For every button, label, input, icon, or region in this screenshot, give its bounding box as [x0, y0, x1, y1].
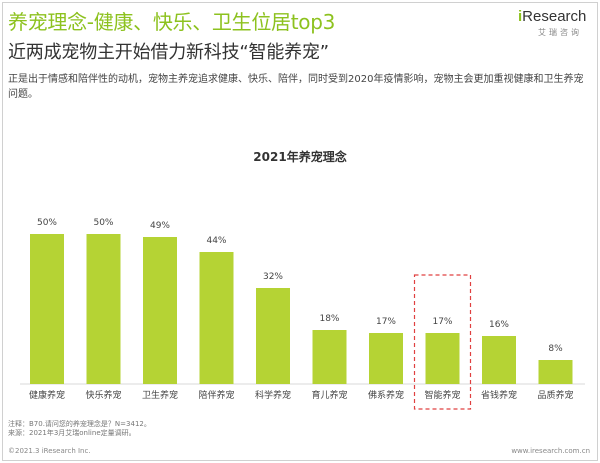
category-label: 快乐养宠	[85, 389, 121, 401]
category-label: 科学养宠	[255, 389, 291, 401]
logo-subtitle: 艾瑞咨询	[538, 28, 582, 37]
value-label: 50%	[93, 218, 113, 228]
bar-科学养宠	[256, 288, 290, 384]
value-label: 44%	[206, 236, 226, 246]
page-description: 正是出于情感和陪伴性的动机，宠物主养宠追求健康、快乐、陪伴，同时受到2020年疫…	[8, 74, 584, 100]
value-label: 50%	[37, 218, 57, 228]
bar-智能养宠	[425, 333, 460, 384]
bar-佛系养宠	[369, 333, 403, 384]
category-label: 佛系养宠	[368, 389, 404, 401]
iresearch-logo: iResearch 艾瑞咨询	[516, 8, 594, 42]
category-label: 陪伴养宠	[198, 389, 234, 401]
value-label: 8%	[548, 344, 563, 354]
copyright: ©2021.3 iResearch Inc.	[8, 447, 91, 455]
category-label: 智能养宠	[424, 389, 460, 401]
value-label: 16%	[489, 320, 509, 330]
website-url: www.iresearch.com.cn	[511, 447, 590, 455]
bar-品质养宠	[538, 360, 573, 384]
page-subtitle: 近两成宠物主开始借力新科技“智能养宠”	[8, 42, 329, 63]
highlight-box	[413, 274, 472, 410]
category-label: 健康养宠	[29, 389, 65, 401]
logo-wordmark: iResearch	[518, 8, 586, 25]
category-label: 卫生养宠	[142, 389, 178, 401]
value-label: 17%	[376, 317, 396, 327]
category-label: 品质养宠	[537, 389, 573, 401]
category-label: 省钱养宠	[481, 389, 517, 401]
bar-卫生养宠	[143, 237, 177, 384]
bar-陪伴养宠	[199, 252, 234, 384]
bar-快乐养宠	[86, 234, 121, 384]
footnote-source: 来源：2021年3月艾瑞online定量调研。	[8, 429, 136, 437]
bar-育儿养宠	[312, 330, 347, 384]
bar-省钱养宠	[482, 336, 516, 384]
value-label: 49%	[150, 221, 170, 231]
chart-footnote: 注释：B70.请问您的养宠理念是？N=3412。 来源：2021年3月艾瑞onl…	[8, 420, 151, 438]
logo-name: Research	[522, 8, 587, 25]
page-title: 养宠理念-健康、快乐、卫生位居top3	[8, 10, 336, 34]
category-label: 育儿养宠	[311, 389, 347, 401]
value-label: 17%	[432, 317, 452, 327]
value-label: 18%	[319, 314, 339, 324]
bar-健康养宠	[30, 234, 64, 384]
footnote-note: 注释：B70.请问您的养宠理念是？N=3412。	[8, 420, 151, 428]
chart-title: 2021年养宠理念	[253, 150, 347, 164]
value-label: 32%	[263, 272, 283, 282]
logo-prefix: i	[518, 8, 523, 25]
